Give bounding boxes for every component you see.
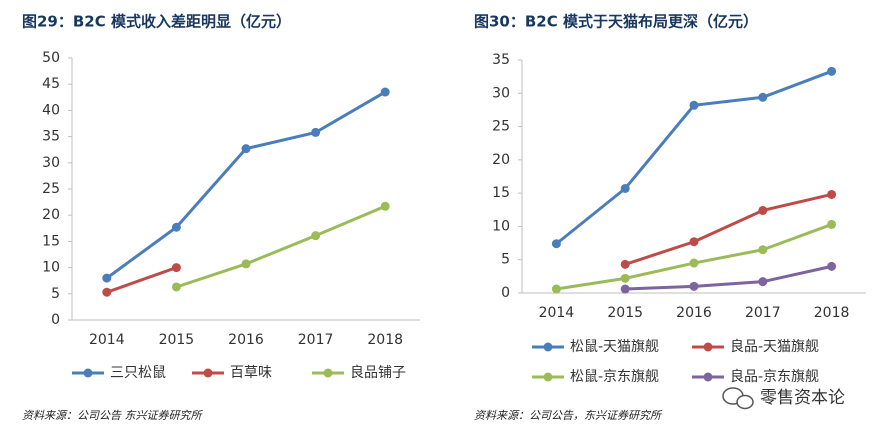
y-tick-label: 5 <box>51 286 60 302</box>
x-tick-label: 2016 <box>676 305 712 321</box>
x-tick-label: 2015 <box>159 332 195 348</box>
data-point <box>551 239 561 249</box>
chart-title: 图30：B2C 模式于天猫布局更深（亿元） <box>474 13 758 31</box>
data-point <box>827 261 837 271</box>
data-point <box>689 281 699 291</box>
y-tick-label: 10 <box>42 260 60 276</box>
legend-marker <box>543 372 553 382</box>
series-line <box>106 266 177 294</box>
y-tick-label: 35 <box>42 129 60 145</box>
data-point <box>758 277 768 287</box>
data-point <box>827 66 837 76</box>
series-line <box>556 223 833 291</box>
x-tick-label: 2014 <box>89 332 125 348</box>
y-tick-label: 30 <box>492 85 510 101</box>
source-note: 资料来源：公司公告，东兴证券研究所 <box>474 409 663 422</box>
data-point <box>171 282 181 292</box>
x-tick-label: 2016 <box>228 332 264 348</box>
y-tick-label: 30 <box>42 155 60 171</box>
legend-label: 良品-天猫旗舰 <box>730 339 819 355</box>
y-tick-label: 15 <box>492 185 510 201</box>
data-point <box>380 201 390 211</box>
x-tick-label: 2017 <box>298 332 334 348</box>
legend-label: 良品铺子 <box>350 365 406 381</box>
y-tick-label: 0 <box>501 285 510 301</box>
data-point <box>311 231 321 241</box>
legend-marker <box>543 342 553 352</box>
chart-title: 图29：B2C 模式收入差距明显（亿元） <box>22 13 291 31</box>
series-line <box>624 193 832 266</box>
data-point <box>758 205 768 215</box>
data-point <box>689 237 699 247</box>
data-point <box>380 87 390 97</box>
data-point <box>827 189 837 199</box>
series-line <box>555 69 833 245</box>
y-tick-label: 20 <box>492 152 510 168</box>
legend-marker <box>323 368 333 378</box>
data-point <box>620 273 630 283</box>
legend-marker <box>203 368 213 378</box>
legend-label: 百草味 <box>230 365 272 381</box>
data-point <box>102 287 112 297</box>
data-point <box>620 284 630 294</box>
x-tick-label: 2018 <box>814 305 850 321</box>
legend-marker <box>703 372 713 382</box>
data-point <box>102 273 112 283</box>
data-point <box>241 259 251 269</box>
legend-label: 松鼠-天猫旗舰 <box>570 339 659 355</box>
legend-label: 松鼠-京东旗舰 <box>570 369 659 385</box>
x-tick-label: 2017 <box>745 305 781 321</box>
y-tick-label: 5 <box>501 252 510 268</box>
watermark: 零售资本论 <box>760 388 845 408</box>
y-tick-label: 50 <box>42 50 60 66</box>
data-point <box>551 284 561 294</box>
y-tick-label: 45 <box>42 76 60 92</box>
y-tick-label: 15 <box>42 233 60 249</box>
series-line <box>175 204 386 289</box>
legend-marker <box>83 368 93 378</box>
data-point <box>241 144 251 154</box>
data-point <box>758 92 768 102</box>
y-tick-label: 25 <box>42 181 60 197</box>
watermark-icon <box>722 387 754 410</box>
data-point <box>620 183 630 193</box>
data-point <box>827 219 837 229</box>
data-point <box>689 100 699 110</box>
data-point <box>171 222 181 232</box>
series-line <box>105 90 386 280</box>
data-point <box>689 258 699 268</box>
source-note: 资料来源：公司公告 东兴证券研究所 <box>22 409 203 422</box>
y-tick-label: 40 <box>42 102 60 118</box>
x-tick-label: 2014 <box>539 305 575 321</box>
y-tick-label: 25 <box>492 119 510 135</box>
data-point <box>311 127 321 137</box>
y-tick-label: 10 <box>492 218 510 234</box>
y-tick-label: 0 <box>51 312 60 328</box>
x-tick-label: 2015 <box>607 305 643 321</box>
data-point <box>758 245 768 255</box>
legend-label: 良品-京东旗舰 <box>730 369 819 385</box>
y-tick-label: 20 <box>42 207 60 223</box>
data-point <box>171 263 181 273</box>
y-tick-label: 35 <box>492 52 510 68</box>
series-line <box>625 264 832 291</box>
data-point <box>620 259 630 269</box>
legend-marker <box>703 342 713 352</box>
legend-label: 三只松鼠 <box>110 365 166 381</box>
x-tick-label: 2018 <box>367 332 403 348</box>
